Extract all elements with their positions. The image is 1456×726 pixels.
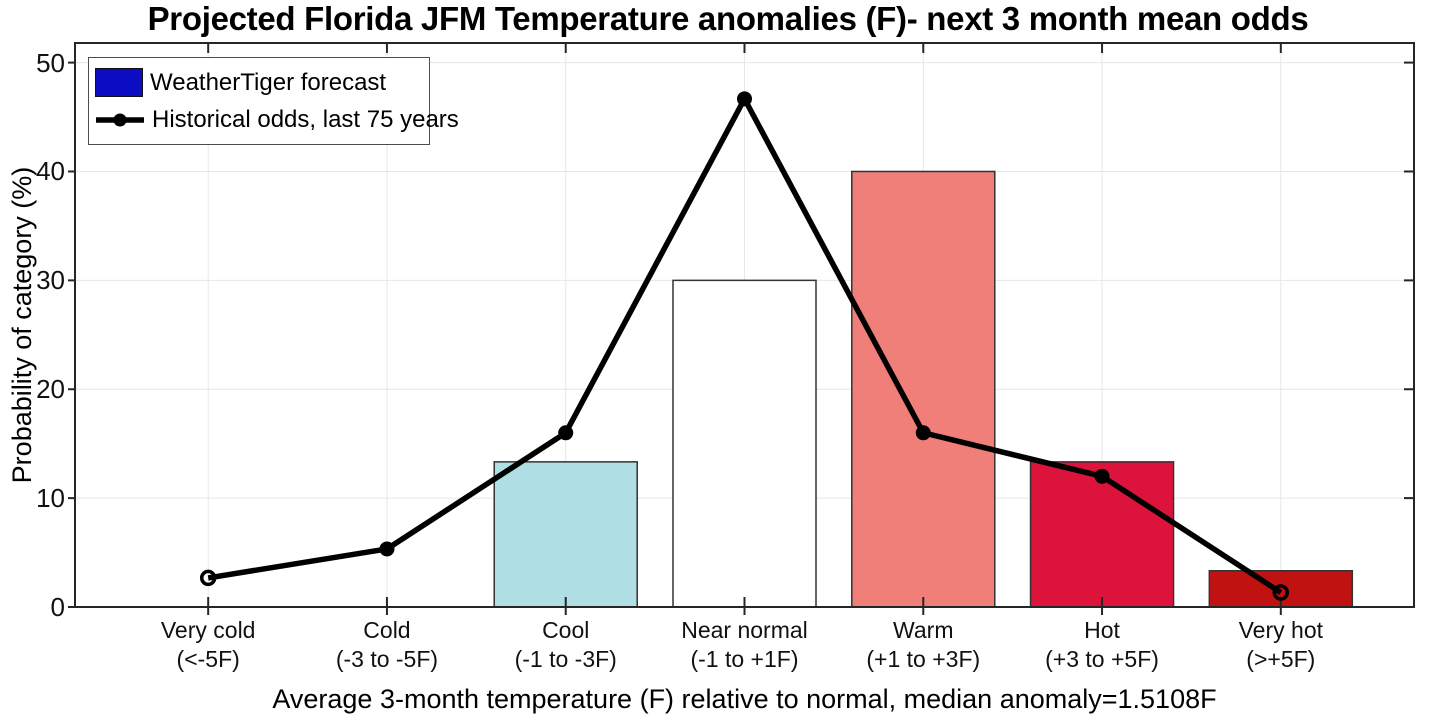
x-tick-label-cool: Cool (-1 to -3F) — [466, 616, 666, 674]
x-tick-label-hot: Hot (+3 to +5F) — [1002, 616, 1202, 674]
category-range: (>+5F) — [1246, 646, 1316, 672]
y-tick-label-20: 20 — [36, 374, 65, 405]
category-name: Very hot — [1238, 617, 1323, 643]
category-name: Near normal — [681, 617, 808, 643]
category-range: (-1 to -3F) — [514, 646, 617, 672]
chart-title: Projected Florida JFM Temperature anomal… — [147, 0, 1309, 37]
x-tick-label-very-hot: Very hot (>+5F) — [1181, 616, 1381, 674]
x-tick-label-warm: Warm (+1 to +3F) — [823, 616, 1023, 674]
legend-dot-icon — [113, 113, 127, 126]
x-tick-label-cold: Cold (-3 to -5F) — [287, 616, 487, 674]
y-tick-label-30: 30 — [36, 265, 65, 296]
data-marker-cold — [379, 541, 395, 557]
legend-row-forecast: WeatherTiger forecast — [95, 64, 423, 101]
category-range: (+3 to +5F) — [1045, 646, 1159, 672]
bar-hot — [1029, 461, 1175, 608]
legend-row-historical: Historical odds, last 75 years — [95, 101, 459, 138]
x-tick-label-very-cold: Very cold (<-5F) — [108, 616, 308, 674]
data-marker-very-cold — [199, 569, 217, 587]
legend-label-historical: Historical odds, last 75 years — [152, 105, 459, 133]
category-name: Hot — [1084, 617, 1120, 643]
bar-near-normal — [672, 279, 817, 608]
legend-label-forecast: WeatherTiger forecast — [150, 68, 387, 96]
legend: WeatherTiger forecast Historical odds, l… — [88, 57, 459, 145]
category-range: (<-5F) — [176, 646, 240, 672]
historical-line-sample-icon — [96, 113, 144, 126]
bar-cool — [493, 461, 638, 608]
bar-warm — [851, 170, 996, 608]
category-range: (+1 to +3F) — [866, 646, 981, 672]
data-marker-hot — [1094, 468, 1110, 484]
y-tick-label-10: 10 — [36, 483, 65, 514]
category-name: Warm — [893, 617, 954, 643]
x-tick-label-near-normal: Near normal (-1 to +1F) — [645, 616, 845, 674]
category-name: Cool — [542, 617, 590, 643]
y-tick-label-50: 50 — [36, 47, 65, 78]
y-tick-label-40: 40 — [36, 156, 65, 187]
data-marker-near-normal — [737, 91, 752, 107]
category-range: (-3 to -5F) — [335, 646, 439, 672]
x-axis-label: Average 3-month temperature (F) relative… — [272, 684, 1217, 714]
data-marker-cool — [558, 425, 574, 441]
category-name: Very cold — [160, 617, 256, 643]
category-range: (-1 to +1F) — [690, 646, 799, 672]
data-marker-very-hot — [1272, 584, 1290, 601]
y-tick-label-0: 0 — [50, 592, 65, 622]
forecast-swatch — [95, 68, 143, 97]
data-marker-warm — [915, 425, 931, 441]
category-name: Cold — [363, 617, 411, 643]
